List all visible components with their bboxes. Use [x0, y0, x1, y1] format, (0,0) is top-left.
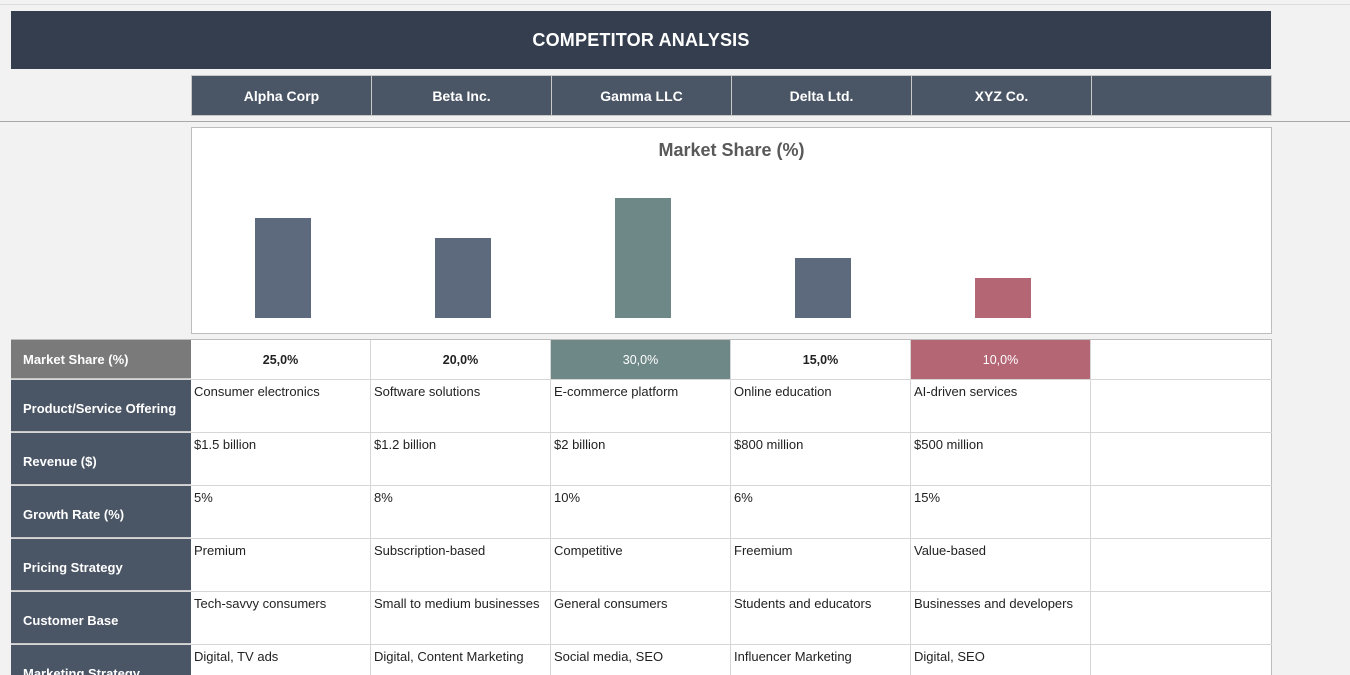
- table-cell[interactable]: E-commerce platform: [551, 380, 731, 432]
- table-cell[interactable]: 10%: [551, 486, 731, 538]
- table-cell[interactable]: Small to medium businesses: [371, 592, 551, 644]
- table-cell-empty[interactable]: [1091, 340, 1272, 379]
- table-cell[interactable]: $1.5 billion: [191, 433, 371, 485]
- table-cell[interactable]: Freemium: [731, 539, 911, 591]
- table-cell[interactable]: Digital, TV ads: [191, 645, 371, 675]
- table-cell[interactable]: Businesses and developers: [911, 592, 1091, 644]
- row-label[interactable]: Product/Service Offering: [11, 380, 191, 432]
- table-row-growth: Growth Rate (%) 5% 8% 10% 6% 15%: [11, 486, 1272, 539]
- table-cell[interactable]: AI-driven services: [911, 380, 1091, 432]
- table-cell[interactable]: 15%: [911, 486, 1091, 538]
- table-cell[interactable]: Value-based: [911, 539, 1091, 591]
- table-row-customer-base: Customer Base Tech-savvy consumers Small…: [11, 592, 1272, 645]
- table-cell[interactable]: 6%: [731, 486, 911, 538]
- table-cell[interactable]: 20,0%: [371, 340, 551, 379]
- table-cell[interactable]: Digital, SEO: [911, 645, 1091, 675]
- row-label[interactable]: Marketing Strategy: [11, 645, 191, 675]
- table-cell-empty[interactable]: [1091, 539, 1272, 591]
- table-cell[interactable]: $1.2 billion: [371, 433, 551, 485]
- table-cell[interactable]: 25,0%: [191, 340, 371, 379]
- table-cell[interactable]: $800 million: [731, 433, 911, 485]
- table-cell-empty[interactable]: [1091, 380, 1272, 432]
- table-cell[interactable]: Tech-savvy consumers: [191, 592, 371, 644]
- table-cell[interactable]: Subscription-based: [371, 539, 551, 591]
- table-cell[interactable]: 8%: [371, 486, 551, 538]
- competitor-header-beta[interactable]: Beta Inc.: [372, 76, 552, 115]
- table-cell[interactable]: Premium: [191, 539, 371, 591]
- table-row-market-share: Market Share (%) 25,0% 20,0% 30,0% 15,0%…: [11, 340, 1272, 380]
- competitor-header-xyz[interactable]: XYZ Co.: [912, 76, 1092, 115]
- competitor-header-row: Alpha Corp Beta Inc. Gamma LLC Delta Ltd…: [191, 75, 1272, 116]
- row-label[interactable]: Customer Base: [11, 592, 191, 644]
- table-cell[interactable]: Digital, Content Marketing: [371, 645, 551, 675]
- bar-alpha-corp[interactable]: [255, 218, 311, 318]
- table-row-pricing: Pricing Strategy Premium Subscription-ba…: [11, 539, 1272, 592]
- table-cell[interactable]: 10,0%: [911, 340, 1091, 379]
- bar-xyz-co[interactable]: [975, 278, 1031, 318]
- table-cell[interactable]: Online education: [731, 380, 911, 432]
- row-label[interactable]: Market Share (%): [11, 340, 191, 379]
- table-cell[interactable]: Influencer Marketing: [731, 645, 911, 675]
- table-cell[interactable]: Competitive: [551, 539, 731, 591]
- table-row-offering: Product/Service Offering Consumer electr…: [11, 380, 1272, 433]
- bar-gamma-llc[interactable]: [615, 198, 671, 318]
- table-cell[interactable]: Consumer electronics: [191, 380, 371, 432]
- competitor-table: Market Share (%) 25,0% 20,0% 30,0% 15,0%…: [11, 339, 1272, 675]
- table-cell[interactable]: General consumers: [551, 592, 731, 644]
- competitor-header-gamma[interactable]: Gamma LLC: [552, 76, 732, 115]
- table-row-marketing: Marketing Strategy Digital, TV ads Digit…: [11, 645, 1272, 675]
- competitor-header-empty[interactable]: [1092, 76, 1271, 115]
- chart-title: Market Share (%): [658, 140, 805, 160]
- competitor-header-alpha[interactable]: Alpha Corp: [192, 76, 372, 115]
- page-title-banner: COMPETITOR ANALYSIS: [11, 11, 1271, 69]
- table-cell[interactable]: $2 billion: [551, 433, 731, 485]
- bar-beta-inc[interactable]: [435, 238, 491, 318]
- competitor-header-delta[interactable]: Delta Ltd.: [732, 76, 912, 115]
- table-cell[interactable]: Students and educators: [731, 592, 911, 644]
- row-label[interactable]: Growth Rate (%): [11, 486, 191, 538]
- table-cell[interactable]: Software solutions: [371, 380, 551, 432]
- bar-delta-ltd[interactable]: [795, 258, 851, 318]
- table-cell[interactable]: $500 million: [911, 433, 1091, 485]
- sheet-divider: [0, 121, 1350, 122]
- table-cell-empty[interactable]: [1091, 433, 1272, 485]
- table-cell-empty[interactable]: [1091, 592, 1272, 644]
- table-cell[interactable]: 30,0%: [551, 340, 731, 379]
- table-cell[interactable]: 5%: [191, 486, 371, 538]
- row-label[interactable]: Pricing Strategy: [11, 539, 191, 591]
- table-cell-empty[interactable]: [1091, 645, 1272, 675]
- row-label[interactable]: Revenue ($): [11, 433, 191, 485]
- table-row-revenue: Revenue ($) $1.5 billion $1.2 billion $2…: [11, 433, 1272, 486]
- table-cell[interactable]: 15,0%: [731, 340, 911, 379]
- table-cell-empty[interactable]: [1091, 486, 1272, 538]
- table-cell[interactable]: Social media, SEO: [551, 645, 731, 675]
- top-border: [0, 4, 1350, 5]
- chart-plot-area: [255, 198, 1031, 318]
- market-share-chart[interactable]: Market Share (%): [191, 127, 1272, 334]
- page-title: COMPETITOR ANALYSIS: [532, 29, 750, 50]
